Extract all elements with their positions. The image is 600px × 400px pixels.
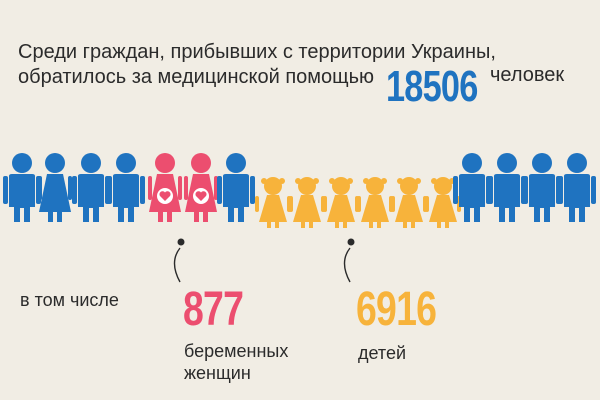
total-unit: человек — [490, 64, 565, 86]
pregnant-icon — [148, 153, 182, 222]
pregnant-label-line-2: женщин — [184, 363, 251, 383]
man-icon — [3, 153, 41, 222]
child-icon — [357, 177, 393, 228]
man-icon — [488, 153, 526, 222]
child-icon — [391, 177, 427, 228]
child-icon — [255, 177, 291, 228]
man-icon — [107, 153, 145, 222]
man-icon — [217, 153, 255, 222]
headline-line-2: обратилось за медицинской помощью — [18, 66, 375, 88]
pregnant-label-line-1: беременных — [184, 341, 289, 361]
children-count: 6916 — [356, 283, 437, 336]
total-count: 18506 — [386, 62, 478, 111]
children-bracket — [343, 238, 355, 283]
woman-icon — [38, 153, 72, 222]
people-figures-row — [3, 153, 596, 228]
man-icon — [72, 153, 110, 222]
headline: Среди граждан, прибывших с территории Ук… — [18, 40, 496, 90]
pregnant-count: 877 — [183, 283, 244, 336]
pregnant-label: беременных женщин — [184, 340, 288, 384]
child-icon — [289, 177, 325, 228]
included-label: в том числе — [20, 290, 119, 310]
man-icon — [523, 153, 561, 222]
pregnant-bracket — [173, 238, 185, 283]
pregnant-icon — [184, 153, 218, 222]
headline-line-1: Среди граждан, прибывших с территории Ук… — [18, 41, 496, 63]
children-label: детей — [358, 343, 407, 363]
child-icon — [323, 177, 359, 228]
man-icon — [558, 153, 596, 222]
